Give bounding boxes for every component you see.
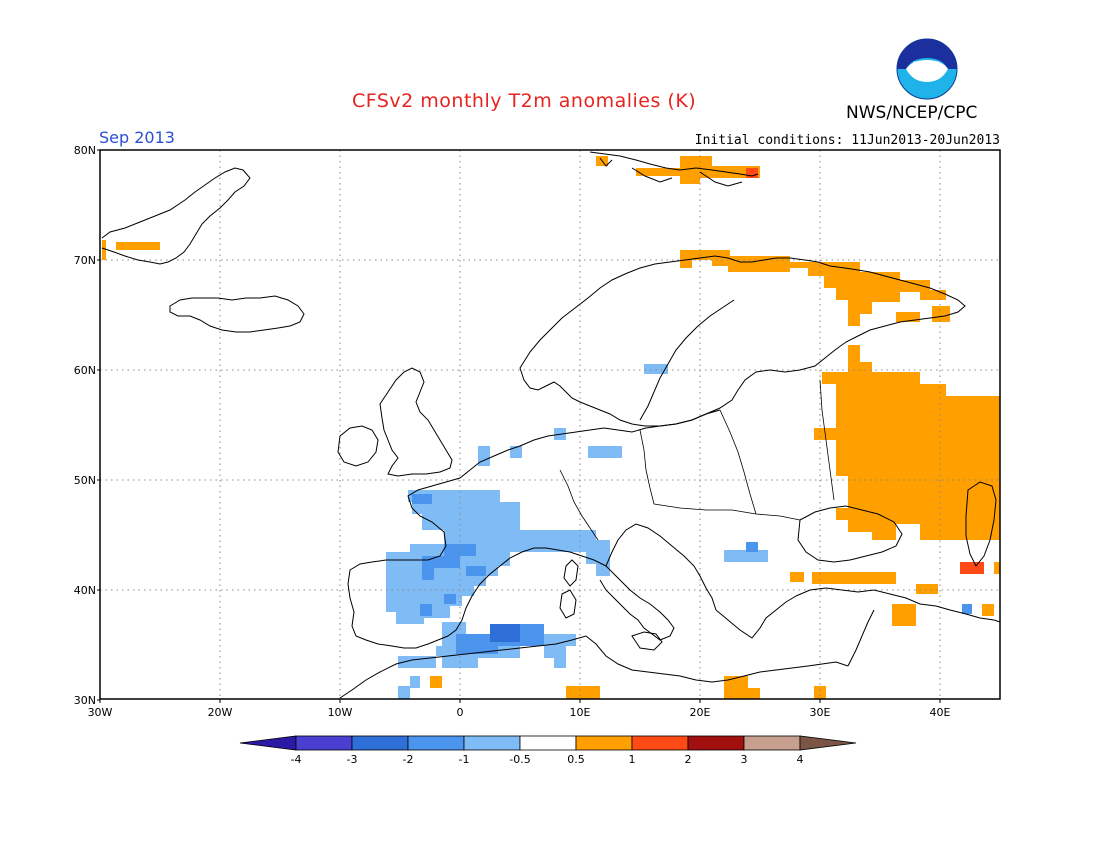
longitude-label: 40E <box>930 706 951 719</box>
anomaly-patch <box>724 550 768 562</box>
anomaly-patch <box>680 250 946 326</box>
latitude-label: 50N <box>74 474 96 487</box>
anomaly-patch <box>554 428 566 440</box>
legend-swatch <box>575 735 633 751</box>
legend-swatch <box>631 735 689 751</box>
legend-tick-label: -4 <box>291 753 302 766</box>
graticule <box>100 150 1000 699</box>
anomaly-patch <box>410 676 420 688</box>
longitude-label: 20E <box>690 706 711 719</box>
longitude-labels: 30W 20W 10W 0 10E 20E 30E 40E <box>88 699 951 719</box>
chart-title: CFSv2 monthly T2m anomalies (K) <box>352 90 697 112</box>
anomaly-patch <box>962 604 972 614</box>
anomaly-patch <box>490 624 520 642</box>
anomaly-patch <box>596 156 608 166</box>
legend-tick-label: -1 <box>459 753 470 766</box>
anomaly-patch <box>994 562 1000 574</box>
anomaly-patch <box>430 676 442 688</box>
anomaly-patch <box>444 594 456 604</box>
forecast-period: Sep 2013 <box>99 128 175 147</box>
anomaly-patch <box>724 676 760 699</box>
anomaly-patch <box>554 656 566 668</box>
longitude-label: 30E <box>810 706 831 719</box>
legend-swatch <box>295 735 353 751</box>
legend-tick-label: -0.5 <box>509 753 530 766</box>
anomaly-patch <box>456 624 544 654</box>
latitude-label: 60N <box>74 364 96 377</box>
anomaly-patch <box>790 572 804 582</box>
anomaly-patch <box>102 240 106 260</box>
anomaly-patch <box>386 490 610 624</box>
legend-tick-label: 3 <box>741 753 748 766</box>
legend-tick-label: 0.5 <box>567 753 585 766</box>
anomaly-patch <box>636 156 760 184</box>
legend-arrow-high <box>799 735 857 751</box>
anomaly-patch <box>588 446 622 458</box>
legend-swatch <box>463 735 521 751</box>
latitude-label: 30N <box>74 694 96 707</box>
legend-tick-label: 2 <box>685 753 692 766</box>
anomaly-patch <box>644 364 668 374</box>
legend-swatch <box>743 735 801 751</box>
anomaly-patch <box>814 345 1000 540</box>
anomaly-patch <box>412 494 432 504</box>
latitude-label: 40N <box>74 584 96 597</box>
legend-swatch <box>351 735 409 751</box>
noaa-logo: NOAA <box>896 38 958 100</box>
anomaly-patch <box>812 572 896 584</box>
anomaly-patch <box>814 686 826 699</box>
longitude-label: 10E <box>570 706 591 719</box>
anomaly-patch <box>746 168 758 178</box>
anomaly-patch <box>422 556 460 580</box>
legend-swatch <box>407 735 465 751</box>
anomaly-patch <box>916 584 938 594</box>
legend-tick-label: -2 <box>403 753 414 766</box>
legend-tick-label: -3 <box>347 753 358 766</box>
longitude-label: 10W <box>328 706 353 719</box>
latitude-labels: 80N 70N 60N 50N 40N 30N <box>74 144 100 707</box>
anomaly-patch <box>892 604 916 626</box>
legend-tick-label: 1 <box>629 753 636 766</box>
anomaly-patch <box>510 446 522 458</box>
anomaly-patch <box>746 542 758 552</box>
legend-swatch <box>519 735 577 751</box>
noaa-logo-text: NOAA <box>913 61 942 71</box>
coastlines <box>101 151 1001 699</box>
anomaly-patch <box>420 604 432 616</box>
anomaly-patch <box>566 686 600 699</box>
anomaly-patch <box>444 544 476 556</box>
initial-conditions: Initial conditions: 11Jun2013-20Jun2013 <box>694 133 1000 148</box>
color-legend: -4 -3 -2 -1 -0.5 0.5 1 2 3 4 <box>239 735 857 766</box>
anomaly-patch <box>398 686 410 699</box>
anomaly-patch <box>398 622 576 668</box>
anomaly-patch <box>116 242 160 250</box>
anomaly-patch <box>932 306 950 322</box>
legend-arrow-low <box>239 735 297 751</box>
legend-tick-label: 4 <box>797 753 804 766</box>
anomaly-shading <box>102 156 1000 699</box>
longitude-label: 30W <box>88 706 113 719</box>
latitude-label: 80N <box>74 144 96 157</box>
anomaly-patch <box>466 566 486 576</box>
organization-label: NWS/NCEP/CPC <box>846 103 978 123</box>
anomaly-patch <box>896 312 920 322</box>
latitude-label: 70N <box>74 254 96 267</box>
anomaly-patch <box>960 562 984 574</box>
anomaly-patch <box>982 604 994 616</box>
longitude-label: 20W <box>208 706 233 719</box>
legend-swatch <box>687 735 745 751</box>
map-frame <box>99 149 1001 700</box>
longitude-label: 0 <box>457 706 464 719</box>
anomaly-patch <box>478 446 490 466</box>
